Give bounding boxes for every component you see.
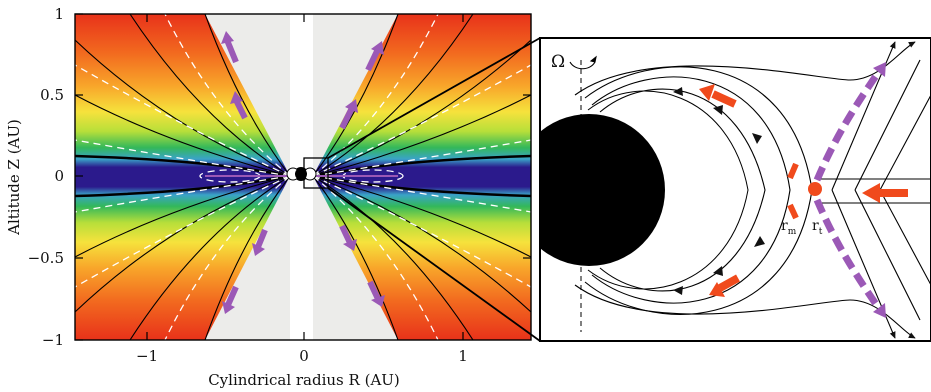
rotation-arrow-icon — [569, 55, 597, 70]
central-star — [295, 168, 307, 180]
accretion-arrows — [699, 84, 908, 297]
x-tick-label: 1 — [458, 347, 468, 365]
outflow-arrows — [221, 31, 385, 314]
outflow-arrows-right — [813, 67, 883, 313]
right-panel: Ω rm rt — [539, 37, 931, 342]
axis-ticks — [75, 13, 531, 341]
dashed-contours — [75, 14, 531, 340]
y-axis-label: Altitude Z (AU) — [5, 119, 23, 236]
y-tick-label: −0.5 — [28, 249, 64, 267]
stellar-surface — [540, 114, 665, 266]
right-frame — [539, 37, 931, 342]
loop-arrowheads — [673, 87, 765, 295]
inner-disk-edge — [808, 182, 822, 196]
gap-region — [205, 14, 290, 340]
rm-label: rm — [781, 218, 797, 237]
x-tick-label: 0 — [299, 347, 309, 365]
outflow-arrowheads-right — [873, 62, 886, 318]
field-lines — [75, 14, 531, 340]
omega-symbol: Ω — [551, 52, 565, 72]
zoom-box — [303, 157, 329, 189]
zoom-connector — [327, 37, 541, 159]
x-axis-label: Cylindrical radius R (AU) — [208, 371, 400, 389]
zoom-connector — [327, 187, 541, 342]
y-tick-label: −1 — [42, 331, 64, 349]
gap-region — [313, 14, 398, 340]
rt-label: rt — [812, 218, 823, 237]
left-frame — [74, 13, 532, 341]
y-tick-label: 0 — [54, 167, 64, 185]
y-tick-label: 1 — [54, 5, 64, 23]
y-tick-label: 0.5 — [40, 86, 64, 104]
x-tick-label: −1 — [136, 347, 158, 365]
left-panel: −1 0 1 1 0.5 0 −0.5 −1 Cylindrical radiu… — [5, 5, 532, 389]
